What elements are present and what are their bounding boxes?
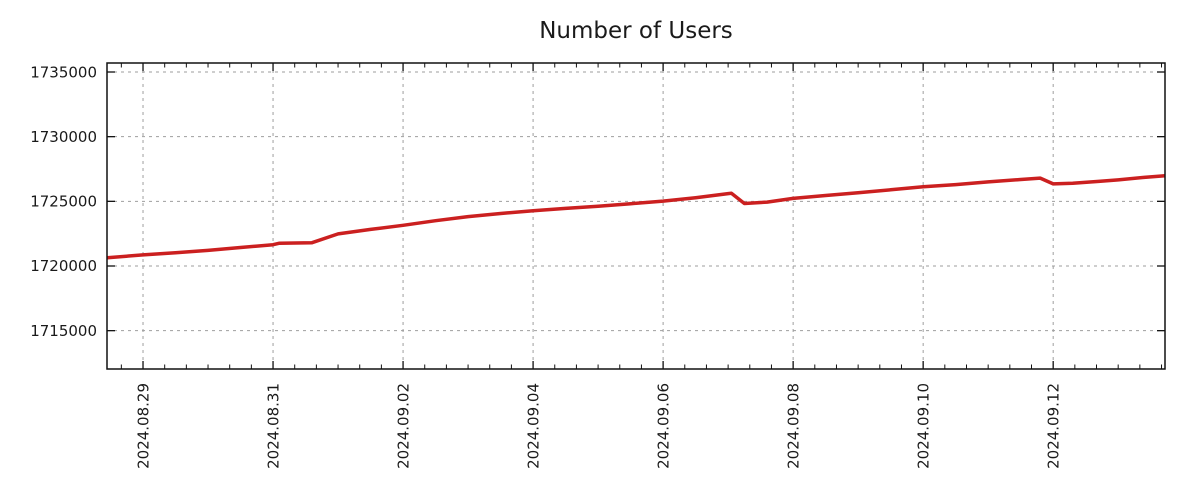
x-axis-date-label: 2024.09.12	[1044, 383, 1062, 469]
y-axis-tick-label: 1725000	[30, 193, 97, 211]
users-line-series	[107, 173, 1166, 260]
plot-frame	[106, 62, 1166, 370]
x-axis-date-label: 2024.09.02	[394, 383, 412, 469]
x-axis-date-label: 2024.08.31	[264, 383, 282, 469]
x-axis-date-label: 2024.09.10	[914, 383, 932, 469]
x-axis-date-label: 2024.08.29	[134, 383, 152, 469]
y-axis-tick-label: 1715000	[30, 322, 97, 340]
y-axis-tick-label: 1735000	[30, 63, 97, 81]
x-axis-date-label: 2024.09.08	[784, 383, 802, 469]
y-axis-tick-label: 1730000	[30, 128, 97, 146]
x-axis-date-label: 2024.09.06	[654, 383, 672, 469]
chart-title: Number of Users	[539, 18, 733, 44]
axis-tick-labels: 1715000 1720000 1725000 1730000 1735000 2024.…	[30, 63, 1062, 469]
line-series-layer	[107, 173, 1166, 260]
y-axis-tick-label: 1720000	[30, 257, 97, 275]
plot-border	[106, 62, 1166, 370]
axis-ticks	[107, 63, 1165, 369]
x-axis-date-label: 2024.09.04	[524, 383, 542, 469]
gridlines	[107, 63, 1165, 369]
